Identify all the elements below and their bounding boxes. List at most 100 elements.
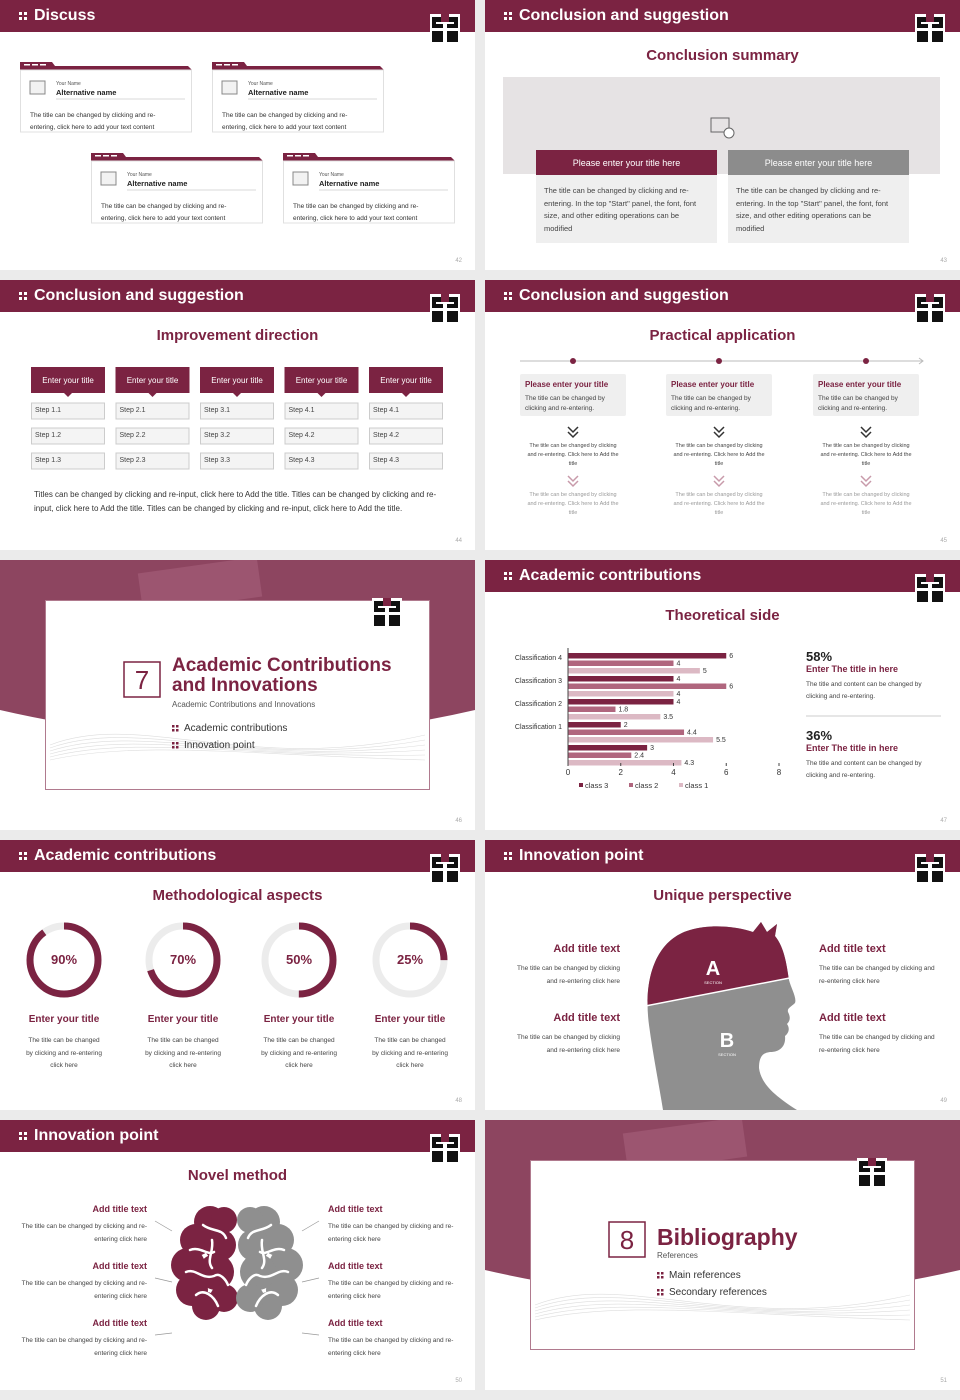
column-pointer — [317, 393, 326, 397]
logo — [921, 862, 939, 864]
step-box — [31, 427, 105, 445]
image-icon — [710, 117, 730, 133]
slide-graphics — [485, 280, 960, 488]
value-label: 6 — [729, 684, 733, 691]
section-number-box — [123, 661, 161, 698]
step-label: Step 2.2 — [119, 432, 146, 439]
card-icon — [292, 171, 309, 186]
logo — [441, 294, 449, 302]
header-bar — [0, 1120, 475, 1152]
step-box — [200, 402, 274, 420]
logo — [374, 612, 400, 615]
header-bar — [0, 0, 475, 32]
ring — [145, 922, 221, 998]
header-icon — [509, 577, 512, 580]
item-text: The title can be changed by clicking and… — [671, 395, 751, 412]
logo — [436, 862, 454, 864]
y-tick-label: Classification 4 — [514, 655, 562, 662]
card-alt: Alternative name — [319, 179, 380, 188]
step-label: Step 4.1 — [288, 407, 315, 414]
brain-fold — [244, 1269, 290, 1287]
logo — [436, 302, 454, 304]
legend-swatch — [679, 783, 683, 787]
item-text: The title can be changed by clicking and… — [21, 1337, 147, 1357]
box-body — [728, 175, 909, 243]
item-text: The title can be changed by clicking and… — [261, 1037, 337, 1069]
item-text: The title can be changed by clicking and… — [517, 1034, 620, 1054]
step-box — [115, 427, 190, 445]
bullet-icon — [172, 746, 175, 749]
slide: Conclusion and suggestion Practical appli… — [485, 280, 960, 550]
item-text: The title can be changed by clicking and… — [328, 1280, 454, 1300]
slide: Conclusion and suggestion Improvement dir… — [0, 280, 475, 550]
step-box — [284, 427, 359, 445]
bullet-icon — [661, 1272, 664, 1275]
bar — [568, 660, 674, 666]
header-bar — [485, 560, 960, 592]
value-label: 3.5 — [663, 714, 673, 721]
page-number: 42 — [455, 258, 462, 264]
chevron — [860, 480, 872, 488]
section-item: Secondary references — [669, 1287, 767, 1298]
item-detail: The title can be changed by clicking and… — [820, 492, 912, 516]
item-text: The title can be changed by clicking and… — [145, 1037, 221, 1069]
logo — [917, 308, 943, 311]
y-tick-label: Classification 2 — [514, 701, 562, 708]
item-title: Enter your title — [147, 1014, 219, 1025]
step-box — [31, 452, 105, 470]
item-text: The title can be changed by clicking and… — [517, 965, 620, 985]
header-icon — [24, 297, 27, 300]
stat-value: 36% — [806, 728, 833, 743]
page-number: 46 — [455, 818, 462, 824]
card-name: Your Name — [248, 81, 273, 87]
slide-title: Methodological aspects — [152, 887, 323, 904]
value-label: 4 — [677, 676, 681, 683]
column-title-bar — [200, 367, 274, 393]
item-detail: The title can be changed by clicking and… — [527, 443, 619, 467]
slide-title: Novel method — [187, 1167, 288, 1184]
brain-right — [237, 1207, 263, 1233]
card-dash — [95, 155, 101, 157]
header-icon — [24, 292, 27, 295]
header-icon — [19, 1132, 22, 1135]
value-label: 1.8 — [618, 707, 628, 714]
card-tab — [91, 153, 263, 161]
step-label: Step 3.2 — [203, 432, 231, 439]
item-text: The title can be changed by clicking and… — [21, 1223, 147, 1243]
logo — [441, 14, 449, 22]
card-text: The title can be changed by clicking and… — [293, 203, 419, 222]
chevron — [567, 431, 579, 439]
page-number: 43 — [940, 258, 947, 264]
slide: Innovation point Novel method Add title te… — [0, 1120, 475, 1390]
logo — [926, 14, 934, 22]
brain-fold — [208, 1238, 214, 1270]
box-text: The title can be changed by clicking and… — [544, 186, 697, 233]
item-title: Please enter your title — [525, 380, 609, 389]
bar — [568, 668, 700, 674]
card-text: The title can be changed by clicking and… — [222, 112, 348, 131]
header-icon — [509, 297, 512, 300]
item-box — [666, 374, 772, 416]
logo — [432, 868, 458, 871]
step-box — [115, 452, 190, 470]
card-dash — [103, 155, 109, 157]
header-icon — [509, 17, 512, 20]
item-title: Enter your title — [28, 1014, 100, 1025]
ring — [26, 922, 102, 998]
header-icon — [19, 12, 22, 15]
card-tab — [212, 62, 384, 70]
column-title-bar — [369, 367, 443, 393]
logo — [432, 1148, 458, 1151]
step-label: Step 2.3 — [119, 457, 146, 464]
slide-title: Improvement direction — [156, 327, 319, 344]
header-icon — [509, 572, 512, 575]
bullet-icon — [172, 729, 175, 732]
item-title: Add title text — [92, 1261, 147, 1271]
header-title: Discuss — [34, 7, 96, 24]
item-text: The title can be changed by clicking and… — [328, 1223, 454, 1243]
legend-label: class 3 — [585, 781, 608, 790]
value-label: 4.3 — [684, 760, 694, 767]
logo — [921, 302, 939, 304]
value-label: 4 — [677, 699, 681, 706]
logo — [432, 28, 458, 31]
